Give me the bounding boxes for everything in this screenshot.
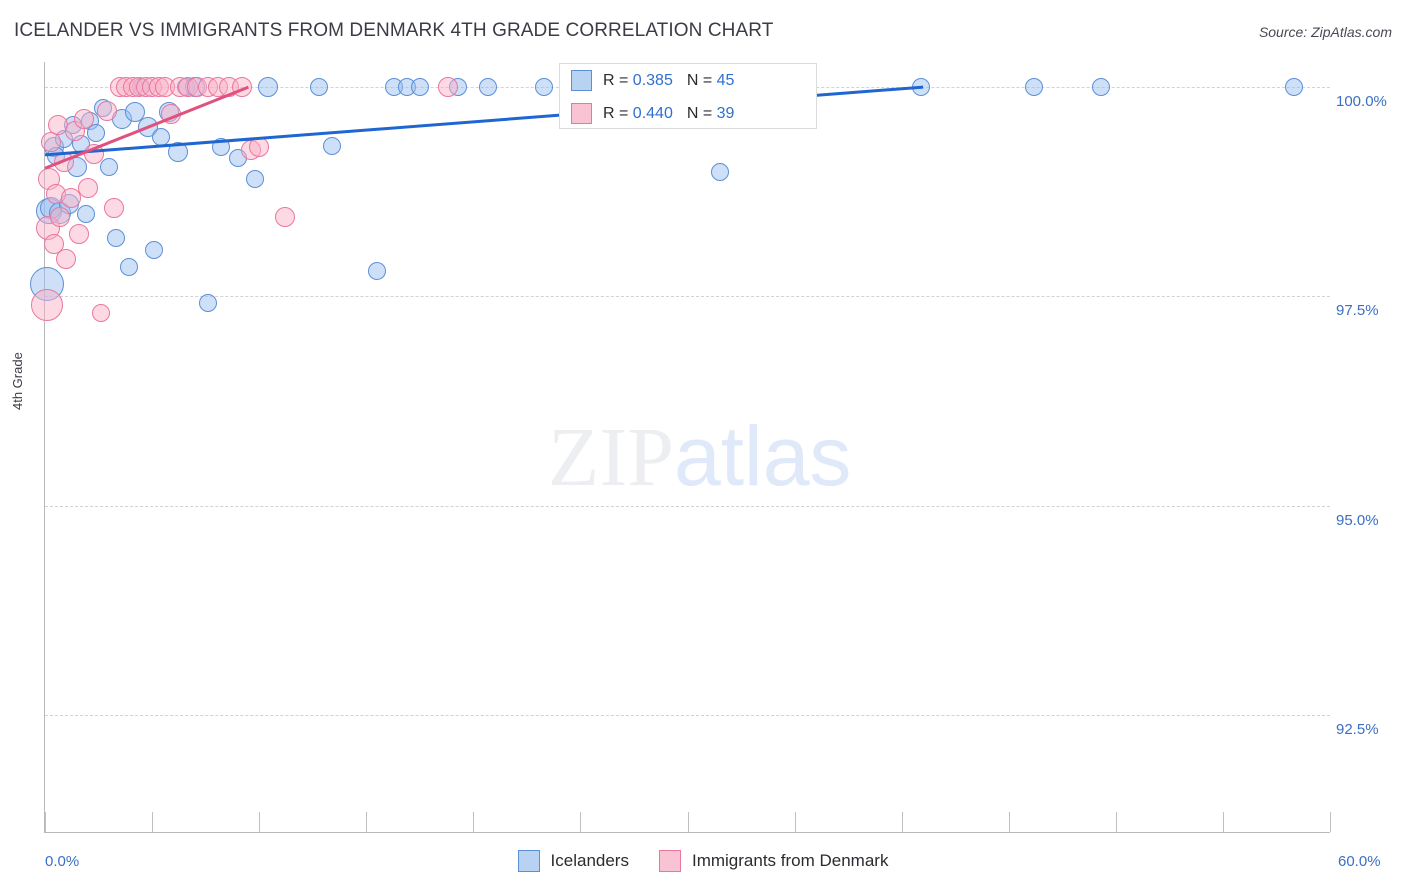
x-axis-tick xyxy=(901,812,903,832)
scatter-point[interactable] xyxy=(198,294,217,313)
scatter-point[interactable] xyxy=(257,77,278,98)
x-axis-min-label: 0.0% xyxy=(45,853,80,870)
scatter-point[interactable] xyxy=(310,78,329,97)
correlation-stats-box: R = 0.385 N = 45 R = 0.440 N = 39 xyxy=(559,63,817,129)
x-axis-tick xyxy=(1222,812,1224,832)
y-axis-line xyxy=(44,62,45,833)
gridline xyxy=(45,714,1330,716)
legend-label-icelanders: Icelanders xyxy=(550,851,629,870)
scatter-point[interactable] xyxy=(245,170,264,189)
x-axis-tick xyxy=(580,812,582,832)
series-swatch-icelanders xyxy=(571,70,592,91)
watermark-zip: ZIP xyxy=(548,411,674,504)
x-axis-tick xyxy=(45,812,46,832)
stats-text-immigrants-from-denmark: R = 0.440 N = 39 xyxy=(603,104,735,122)
x-axis-max-label: 60.0% xyxy=(1338,853,1381,870)
scatter-point[interactable] xyxy=(479,78,498,97)
stats-text-icelanders: R = 0.385 N = 45 xyxy=(603,71,735,89)
scatter-point[interactable] xyxy=(274,206,295,227)
scatter-point[interactable] xyxy=(43,234,64,255)
page-title: ICELANDER VS IMMIGRANTS FROM DENMARK 4TH… xyxy=(14,20,774,41)
y-axis-tick-label: 100.0% xyxy=(1336,93,1387,111)
x-axis-tick xyxy=(1115,812,1117,832)
stats-row-icelanders: R = 0.385 N = 45 xyxy=(560,64,816,97)
scatter-point[interactable] xyxy=(322,136,341,155)
scatter-point[interactable] xyxy=(103,198,124,219)
scatter-point[interactable] xyxy=(87,124,106,143)
series-swatch-immigrants-from-denmark xyxy=(571,103,592,124)
scatter-point[interactable] xyxy=(56,248,77,269)
source-attribution: Source: ZipAtlas.com xyxy=(1258,24,1392,40)
scatter-point[interactable] xyxy=(69,223,90,244)
scatter-point[interactable] xyxy=(119,258,138,277)
scatter-point[interactable] xyxy=(73,108,94,129)
x-axis-tick xyxy=(794,812,796,832)
x-axis-tick xyxy=(366,812,368,832)
x-axis-tick xyxy=(1008,812,1010,832)
scatter-point[interactable] xyxy=(437,77,458,98)
trend-line xyxy=(44,85,250,170)
gridline xyxy=(45,505,1330,507)
legend-item-icelanders[interactable]: Icelanders xyxy=(517,850,629,872)
scatter-point[interactable] xyxy=(410,78,429,97)
scatter-point[interactable] xyxy=(1025,78,1044,97)
scatter-point[interactable] xyxy=(100,157,119,176)
gridline xyxy=(45,296,1330,298)
scatter-point[interactable] xyxy=(710,163,729,182)
x-axis-line xyxy=(45,832,1330,833)
scatter-point[interactable] xyxy=(167,142,188,163)
x-axis-tick xyxy=(259,812,261,832)
scatter-point[interactable] xyxy=(49,206,70,227)
scatter-point[interactable] xyxy=(1284,78,1303,97)
legend-item-immigrants-from-denmark[interactable]: Immigrants from Denmark xyxy=(658,850,889,872)
scatter-point[interactable] xyxy=(106,228,125,247)
scatter-point[interactable] xyxy=(535,78,553,97)
y-axis-tick-label: 92.5% xyxy=(1336,720,1379,738)
legend-label-immigrants-from-denmark: Immigrants from Denmark xyxy=(691,851,889,870)
x-axis-tick xyxy=(1330,812,1331,832)
scatter-point[interactable] xyxy=(1091,78,1110,97)
x-axis-tick xyxy=(687,812,689,832)
scatter-point[interactable] xyxy=(124,102,145,123)
scatter-point[interactable] xyxy=(145,241,164,260)
scatter-point[interactable] xyxy=(97,100,118,121)
x-axis-tick xyxy=(152,812,154,832)
legend-swatch-immigrants-from-denmark xyxy=(658,850,681,872)
stats-row-immigrants-from-denmark: R = 0.440 N = 39 xyxy=(560,97,816,130)
scatter-point[interactable] xyxy=(31,288,64,321)
legend-swatch-icelanders xyxy=(517,850,540,872)
scatter-point[interactable] xyxy=(91,304,110,323)
watermark-atlas: atlas xyxy=(674,409,852,503)
zipatlas-watermark: ZIPatlas xyxy=(548,408,851,506)
scatter-point[interactable] xyxy=(76,205,95,224)
chart-legend: Icelanders Immigrants from Denmark xyxy=(0,850,1406,872)
x-axis-tick xyxy=(473,812,475,832)
scatter-point[interactable] xyxy=(367,262,386,281)
scatter-point[interactable] xyxy=(77,177,98,198)
y-axis-tick-label: 97.5% xyxy=(1336,302,1379,320)
y-axis-tick-label: 95.0% xyxy=(1336,511,1379,529)
scatter-point[interactable] xyxy=(60,187,81,208)
